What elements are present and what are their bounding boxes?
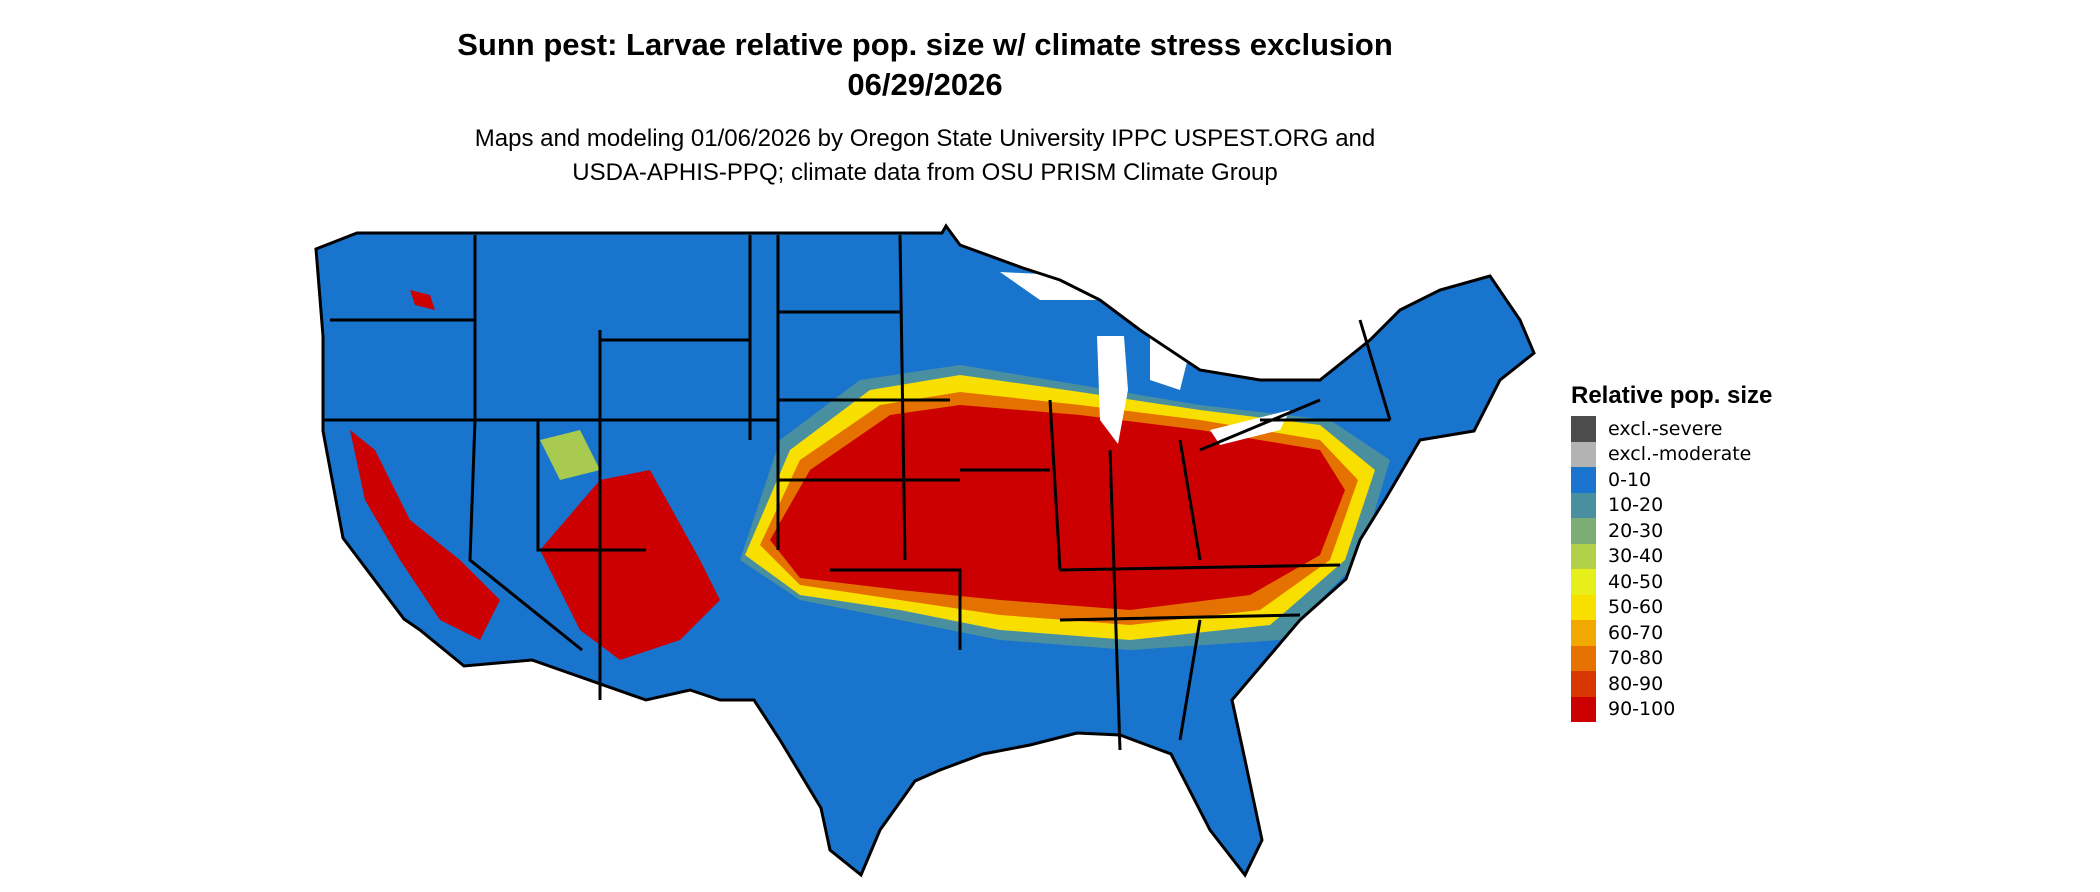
legend-swatch: [1571, 467, 1596, 493]
legend-swatch: [1571, 696, 1596, 722]
legend-label: excl.-severe: [1608, 417, 1723, 440]
legend-item: 50-60: [1571, 594, 1772, 620]
legend-label: 50-60: [1608, 596, 1664, 619]
legend-item: 30-40: [1571, 543, 1772, 569]
map-date: 06/29/2026: [847, 67, 1003, 102]
legend-item: 40-50: [1571, 569, 1772, 595]
legend-swatch: [1571, 620, 1596, 646]
zone-washington-high: [410, 290, 435, 310]
zone-west-90-100: [350, 430, 500, 640]
legend-label: 10-20: [1608, 494, 1664, 517]
legend-label: excl.-moderate: [1608, 443, 1752, 466]
subtitle-line-1: Maps and modeling 01/06/2026 by Oregon S…: [474, 125, 1376, 152]
legend-swatch: [1571, 416, 1596, 442]
state-boundaries: [314, 224, 1536, 877]
legend-swatch: [1571, 594, 1596, 620]
map-title: Sunn pest: Larvae relative pop. size w/ …: [457, 27, 1393, 62]
zone-southwest-90-100: [540, 470, 720, 660]
legend-item: 80-90: [1571, 671, 1772, 697]
legend-item: excl.-moderate: [1571, 441, 1772, 467]
legend-swatch: [1571, 518, 1596, 544]
legend-label: 90-100: [1608, 698, 1676, 721]
legend-item: 60-70: [1571, 620, 1772, 646]
legend-item: 90-100: [1571, 696, 1772, 722]
legend-swatch: [1571, 543, 1596, 569]
subtitle-line-2: USDA-APHIS-PPQ; climate data from OSU PR…: [572, 159, 1278, 186]
legend-swatch: [1571, 441, 1596, 467]
legend-swatch: [1571, 569, 1596, 595]
legend-label: 20-30: [1608, 519, 1664, 542]
legend-item: 10-20: [1571, 492, 1772, 518]
legend-label: 70-80: [1608, 647, 1664, 670]
legend-item: 70-80: [1571, 645, 1772, 671]
legend-swatch: [1571, 492, 1596, 518]
legend-label: 30-40: [1608, 545, 1664, 568]
legend-swatch: [1571, 645, 1596, 671]
legend-item: 0-10: [1571, 467, 1772, 493]
legend-label: 60-70: [1608, 621, 1664, 644]
legend-label: 40-50: [1608, 570, 1664, 593]
legend-label: 0-10: [1608, 468, 1652, 491]
legend-label: 80-90: [1608, 672, 1664, 695]
legend-swatch: [1571, 671, 1596, 697]
legend: Relative pop. size excl.-severe excl.-mod…: [1571, 382, 1772, 722]
legend-title: Relative pop. size: [1571, 382, 1773, 409]
legend-item: 20-30: [1571, 518, 1772, 544]
zone-southwest-40-60: [540, 430, 600, 480]
legend-item: excl.-severe: [1571, 416, 1772, 442]
